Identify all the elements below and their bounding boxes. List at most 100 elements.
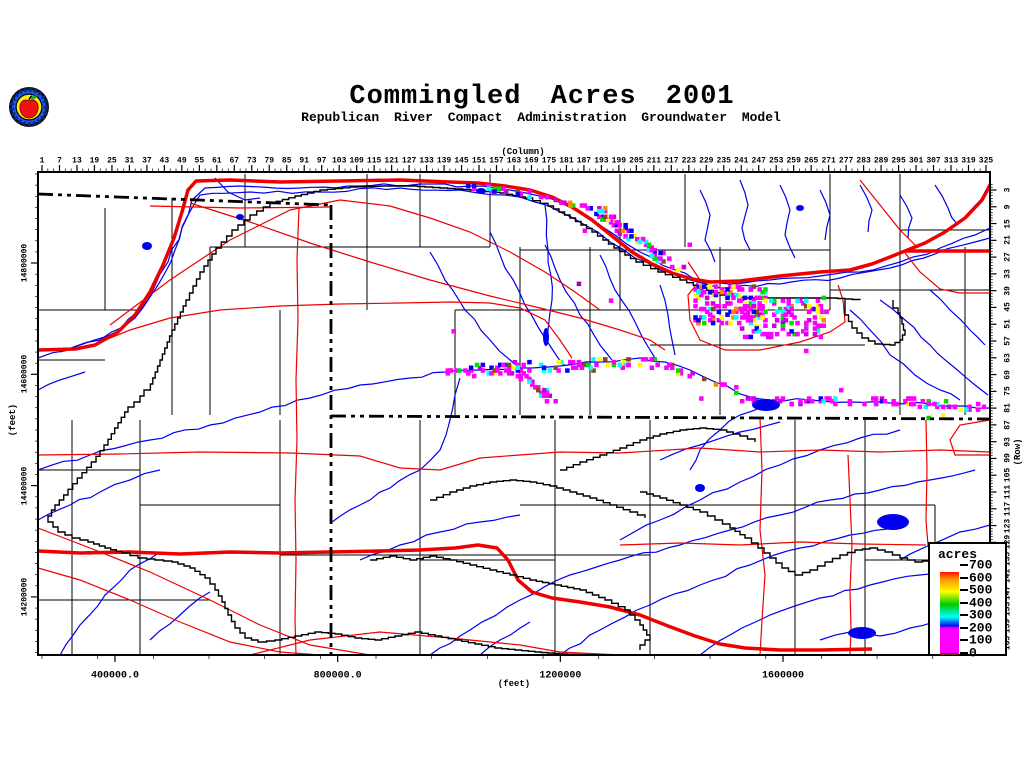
acre-cell: [786, 301, 791, 306]
river-line: [699, 564, 971, 655]
acre-cell: [763, 323, 768, 328]
acre-cell: [696, 318, 701, 323]
acre-cell: [527, 189, 532, 194]
acre-cell: [789, 320, 794, 326]
acre-cell: [940, 413, 946, 418]
river-line: [479, 621, 531, 655]
acre-cell: [544, 393, 550, 398]
acre-cell: [600, 214, 605, 219]
acre-cell: [792, 315, 797, 320]
acre-cell: [503, 362, 509, 368]
column-label: 43: [159, 156, 170, 166]
acre-cell: [772, 301, 777, 306]
river-line: [38, 469, 161, 521]
acre-cell: [769, 331, 774, 337]
column-label: 247: [751, 156, 766, 166]
acre-cell: [871, 396, 876, 401]
acre-cell: [760, 315, 765, 320]
acre-cell: [789, 306, 794, 312]
acre-cell: [818, 304, 824, 309]
acre-cell: [786, 331, 791, 337]
acre-cell: [943, 399, 949, 404]
column-label: 25: [107, 156, 117, 166]
river-line: [859, 184, 873, 233]
acre-cell: [923, 404, 928, 410]
acre-cell: [541, 365, 547, 370]
acre-cell: [725, 301, 730, 306]
acre-cell: [806, 309, 812, 315]
acre-cell: [623, 362, 628, 368]
acre-cell: [789, 312, 794, 317]
acre-cell: [670, 264, 675, 270]
acre-cell: [780, 315, 786, 320]
river-line: [659, 284, 676, 356]
acre-cell: [873, 399, 879, 404]
acre-cell: [786, 309, 791, 315]
acre-cell: [646, 242, 652, 247]
column-label: 103: [331, 156, 347, 166]
acre-cell: [626, 362, 631, 368]
highway-line: [38, 178, 990, 352]
acre-cell: [515, 373, 521, 379]
acre-cell: [588, 206, 593, 211]
acre-cell: [702, 320, 707, 326]
acre-cell: [809, 306, 815, 312]
row-axis-caption: (Row): [1013, 438, 1023, 466]
acre-cell: [815, 329, 821, 334]
lake: [695, 484, 705, 492]
acre-cell: [751, 298, 757, 303]
acre-cell: [617, 222, 622, 228]
acre-cell: [506, 368, 512, 373]
row-label: 69: [1003, 369, 1013, 380]
acre-cell: [821, 323, 826, 328]
acre-cell: [728, 301, 733, 306]
road-line: [847, 454, 853, 655]
acre-cell: [489, 189, 494, 194]
column-axis-caption: (Column): [501, 147, 545, 157]
acre-cell: [454, 368, 459, 373]
state-border-line: [38, 192, 332, 207]
acre-cell: [471, 373, 477, 379]
acre-cell: [710, 301, 716, 306]
acre-cell: [524, 373, 529, 379]
acre-cell: [690, 371, 695, 376]
acre-cell: [722, 382, 727, 387]
acre-cell: [952, 404, 958, 410]
acre-cell: [719, 290, 724, 295]
column-label: 67: [229, 156, 240, 166]
acre-cell: [553, 399, 558, 404]
left-feet-axis-caption: (feet): [8, 403, 18, 437]
column-label: 127: [401, 156, 417, 166]
acre-cell: [903, 399, 908, 404]
acre-cell: [626, 357, 631, 362]
acre-cell: [760, 304, 765, 309]
acre-cell: [798, 399, 803, 404]
acre-cell: [629, 234, 634, 239]
acre-cell: [696, 284, 701, 289]
acre-cell: [486, 371, 491, 376]
lake: [752, 399, 780, 411]
lake: [476, 188, 486, 194]
acre-cell: [608, 220, 614, 225]
acre-cell: [795, 298, 800, 303]
acre-cell: [821, 309, 826, 315]
acre-cell: [603, 357, 608, 362]
legend-color-bar: [940, 572, 959, 655]
acre-cell: [678, 368, 684, 373]
acre-cell: [623, 225, 628, 231]
acre-cell: [780, 323, 786, 328]
acre-cell: [518, 368, 523, 373]
acre-cell: [655, 259, 660, 264]
acre-cell: [477, 365, 483, 370]
acre-cell: [804, 331, 809, 337]
acre-cell: [734, 315, 739, 320]
acre-cell: [716, 309, 722, 315]
legend-tick: [960, 626, 968, 629]
acre-cell: [568, 359, 573, 365]
road-line: [149, 205, 331, 209]
acre-cell: [495, 365, 500, 370]
acre-cell: [777, 399, 783, 404]
acre-cell: [725, 320, 730, 326]
acre-cell: [693, 304, 698, 309]
y-feet-label: 14600000: [20, 355, 30, 394]
